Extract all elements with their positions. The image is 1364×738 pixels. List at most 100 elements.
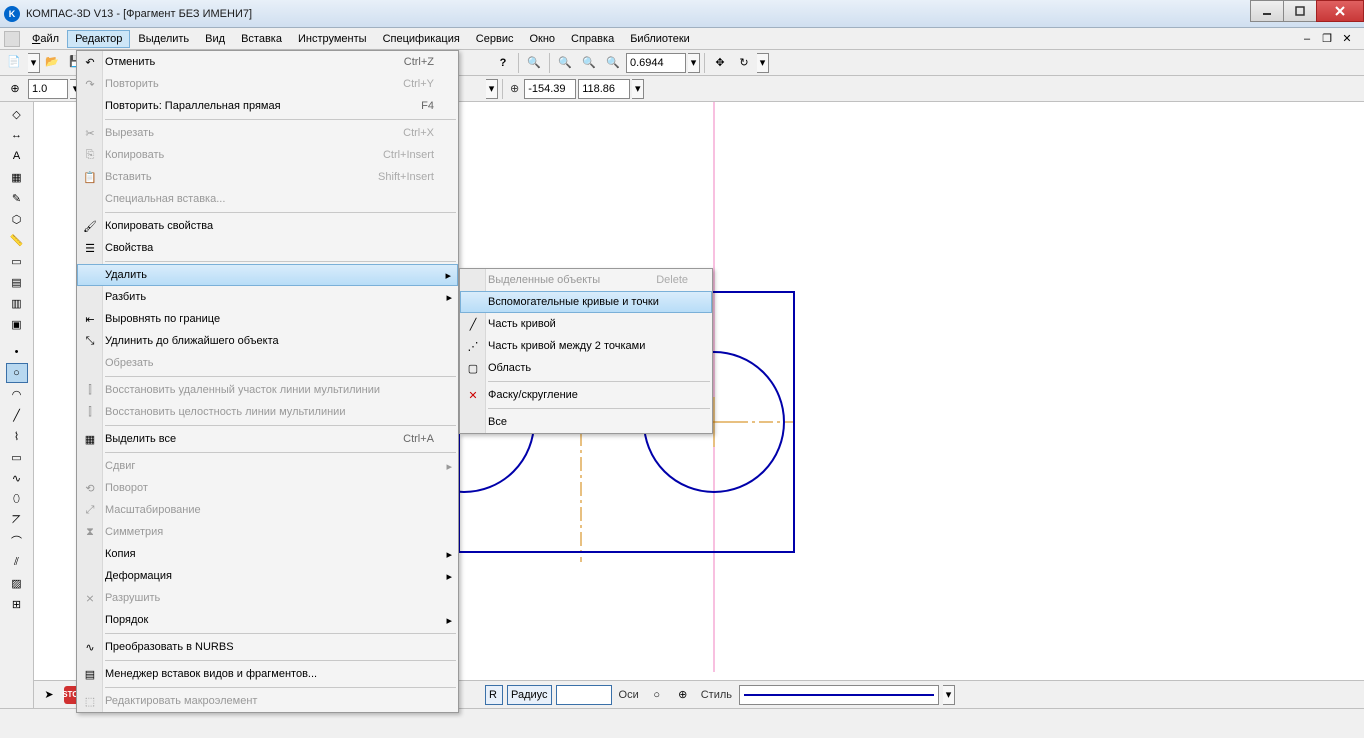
zoom-window-button[interactable]: 🔍	[554, 52, 576, 74]
tool-report[interactable]: ▥	[6, 293, 28, 313]
tool-geometry[interactable]: ◇	[6, 104, 28, 124]
menu-libs[interactable]: Библиотеки	[622, 30, 698, 48]
sub-curve-between[interactable]: ⋰ Часть кривой между 2 точками	[460, 335, 712, 357]
zoom-in-button[interactable]: 🔍	[523, 52, 545, 74]
tool-group[interactable]: ⊞	[6, 594, 28, 614]
dd-extend[interactable]: ⤡ Удлинить до ближайшего объекта	[77, 330, 458, 352]
coord-y-input[interactable]	[578, 79, 630, 99]
dd-rotate[interactable]: ⟲ Поворот	[77, 477, 458, 499]
menu-file[interactable]: Файл	[24, 30, 67, 48]
dd-manager[interactable]: ▤ Менеджер вставок видов и фрагментов...	[77, 663, 458, 685]
dd-delete[interactable]: Удалить ▸	[77, 264, 458, 286]
tool-line[interactable]: ╱	[6, 405, 28, 425]
tool-arc[interactable]: ◠	[6, 384, 28, 404]
tool-measure[interactable]: 📏	[6, 230, 28, 250]
dd-undo[interactable]: ↶ Отменить Ctrl+Z	[77, 51, 458, 73]
dd-align[interactable]: ⇤ Выровнять по границе	[77, 308, 458, 330]
radius-input[interactable]	[556, 685, 612, 705]
tool-param[interactable]: ⬡	[6, 209, 28, 229]
tool-fillet[interactable]: ⌒	[6, 531, 28, 551]
dd-copy-props[interactable]: 🖌 Копировать свойства	[77, 215, 458, 237]
dd-cut[interactable]: ✂ Вырезать Ctrl+X	[77, 122, 458, 144]
tool-dimensions[interactable]: ↔	[6, 125, 28, 145]
dd-symmetry[interactable]: ⧗ Симметрия	[77, 521, 458, 543]
menu-insert[interactable]: Вставка	[233, 30, 290, 48]
tool-circle[interactable]: ○	[6, 363, 28, 383]
dd-scale[interactable]: ⤢ Масштабирование	[77, 499, 458, 521]
zoom-dropdown[interactable]: ▾	[688, 53, 700, 73]
dd-copy[interactable]: ⎘ Копировать Ctrl+Insert	[77, 144, 458, 166]
tool-hatch2[interactable]: ▨	[6, 573, 28, 593]
dd-restore-ml2[interactable]: ⫿ Восстановить целостность линии мультил…	[77, 401, 458, 423]
style-selector[interactable]	[739, 685, 939, 705]
menu-editor[interactable]: Редактор	[67, 30, 130, 48]
dd-redo[interactable]: ↷ Повторить Ctrl+Y	[77, 73, 458, 95]
tool-spec[interactable]: ▤	[6, 272, 28, 292]
menu-spec[interactable]: Спецификация	[375, 30, 468, 48]
dd-move[interactable]: Сдвиг ▸	[77, 455, 458, 477]
sub-all[interactable]: Все	[460, 411, 712, 433]
dd-select-all[interactable]: ▦ Выделить все Ctrl+A	[77, 428, 458, 450]
tool-insert[interactable]: ▣	[6, 314, 28, 334]
zoom-out-button[interactable]: 🔍	[578, 52, 600, 74]
maximize-button[interactable]	[1283, 0, 1317, 22]
sub-selected[interactable]: Выделенные объекты Delete	[460, 269, 712, 291]
dd-split[interactable]: Разбить ▸	[77, 286, 458, 308]
mdi-close[interactable]: ✕	[1340, 32, 1354, 46]
dd-repeat[interactable]: Повторить: Параллельная прямая F4	[77, 95, 458, 117]
tool-edit[interactable]: ✎	[6, 188, 28, 208]
snap-button[interactable]: ⊕	[4, 78, 26, 100]
dd-paste[interactable]: 📋 Вставить Shift+Insert	[77, 166, 458, 188]
step-input[interactable]	[28, 79, 68, 99]
dd-restore-ml[interactable]: ⫿ Восстановить удаленный участок линии м…	[77, 379, 458, 401]
coord-x-input[interactable]	[524, 79, 576, 99]
coord-dropdown[interactable]: ▾	[486, 79, 498, 99]
menu-select[interactable]: Выделить	[130, 30, 197, 48]
close-button[interactable]	[1316, 0, 1364, 22]
refresh-button[interactable]: ↻	[733, 52, 755, 74]
zoom-fit-button[interactable]: 🔍	[602, 52, 624, 74]
refresh-dropdown[interactable]: ▾	[757, 53, 769, 73]
sub-chamfer[interactable]: ✕ Фаску/скругление	[460, 384, 712, 406]
menu-service[interactable]: Сервис	[468, 30, 522, 48]
new-button[interactable]: 📄	[4, 52, 26, 74]
tool-point[interactable]: •	[6, 342, 28, 362]
dd-paste-special[interactable]: Специальная вставка...	[77, 188, 458, 210]
axes-off-button[interactable]: ○	[646, 684, 668, 706]
dd-nurbs[interactable]: ∿ Преобразовать в NURBS	[77, 636, 458, 658]
menu-help[interactable]: Справка	[563, 30, 622, 48]
mdi-minimize[interactable]: –	[1300, 32, 1314, 46]
style-dropdown[interactable]: ▾	[943, 685, 955, 705]
tool-select[interactable]: ▭	[6, 251, 28, 271]
tool-ellipse[interactable]: ⬯	[6, 489, 28, 509]
tool-rect[interactable]: ▭	[6, 447, 28, 467]
dd-trim[interactable]: Обрезать	[77, 352, 458, 374]
dd-props[interactable]: ☰ Свойства	[77, 237, 458, 259]
menu-window[interactable]: Окно	[521, 30, 563, 48]
dd-edit-macro[interactable]: ⬚ Редактировать макроэлемент	[77, 690, 458, 712]
pan-button[interactable]: ✥	[709, 52, 731, 74]
sub-region[interactable]: ▢ Область	[460, 357, 712, 379]
open-button[interactable]: 📂	[42, 52, 64, 74]
dd-destroy[interactable]: ⨯ Разрушить	[77, 587, 458, 609]
menu-tools[interactable]: Инструменты	[290, 30, 375, 48]
sub-aux[interactable]: Вспомогательные кривые и точки	[460, 291, 712, 313]
menu-view[interactable]: Вид	[197, 30, 233, 48]
tool-spline[interactable]: ∿	[6, 468, 28, 488]
zoom-input[interactable]	[626, 53, 686, 73]
dd-copy-sub[interactable]: Копия ▸	[77, 543, 458, 565]
new-dropdown[interactable]: ▾	[28, 53, 40, 73]
tool-offset[interactable]: ⫽	[6, 552, 28, 572]
minimize-button[interactable]	[1250, 0, 1284, 22]
tool-hatch[interactable]: ▦	[6, 167, 28, 187]
prop-arrow[interactable]: ➤	[38, 684, 60, 706]
sub-curve-part[interactable]: ╱ Часть кривой	[460, 313, 712, 335]
mdi-restore[interactable]: ❐	[1320, 32, 1334, 46]
tool-polyline[interactable]: ⌇	[6, 426, 28, 446]
help-what-button[interactable]: ?	[492, 52, 514, 74]
tool-chamfer[interactable]: ⦢	[6, 510, 28, 530]
dd-order[interactable]: Порядок ▸	[77, 609, 458, 631]
tool-text[interactable]: A	[6, 146, 28, 166]
axes-on-button[interactable]: ⊕	[672, 684, 694, 706]
dd-deform[interactable]: Деформация ▸	[77, 565, 458, 587]
